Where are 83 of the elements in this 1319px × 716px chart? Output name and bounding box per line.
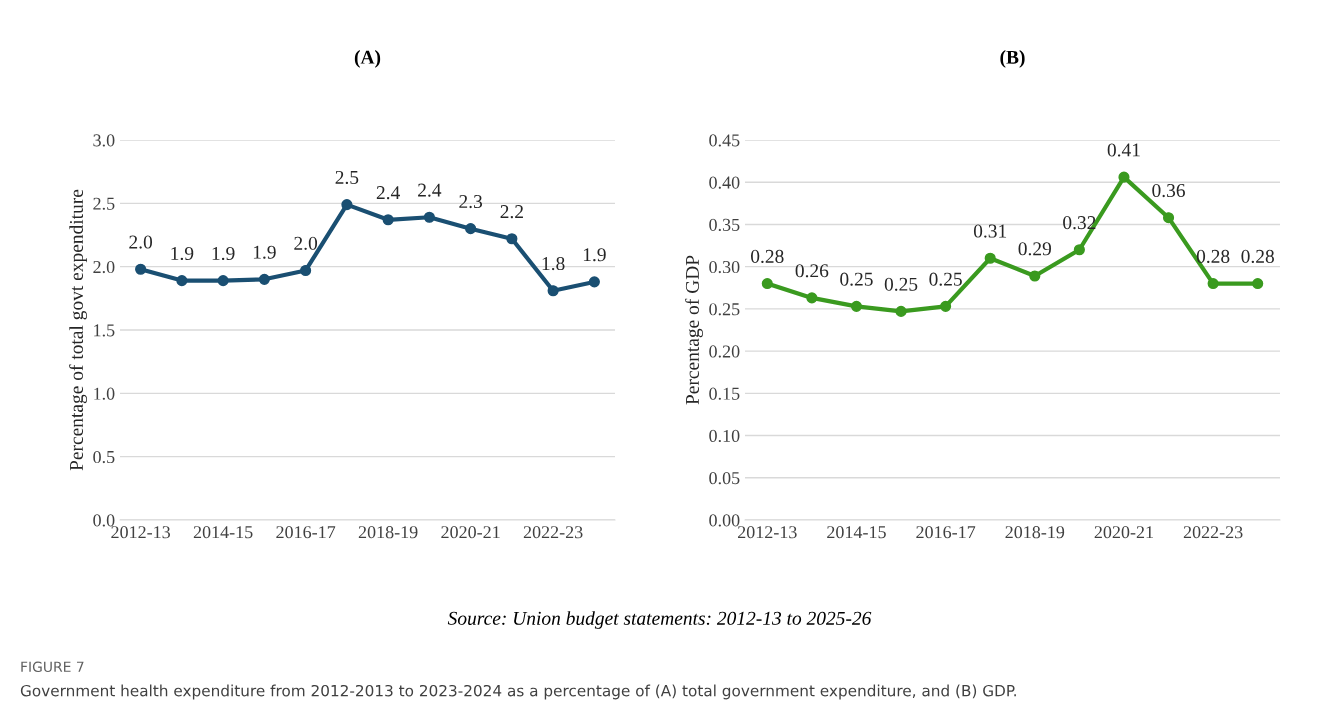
x-tick-label: 2012-13 bbox=[738, 526, 797, 539]
y-tick-label: 0.15 bbox=[709, 387, 740, 400]
x-tick-label: 2018-19 bbox=[358, 526, 418, 539]
data-label: 0.28 bbox=[1196, 249, 1230, 264]
data-label: 0.41 bbox=[1107, 143, 1140, 157]
chart-title: (A) bbox=[354, 50, 381, 68]
y-tick-label: 0.30 bbox=[709, 260, 740, 274]
data-label: 0.36 bbox=[1152, 183, 1185, 198]
point bbox=[465, 223, 477, 235]
y-tick-label: 0.05 bbox=[709, 472, 740, 485]
point bbox=[984, 252, 996, 264]
y-tick-label: 1.5 bbox=[94, 324, 115, 337]
x-tick-label: 2014-15 bbox=[827, 526, 886, 539]
point bbox=[176, 275, 188, 287]
data-label: 2.0 bbox=[294, 236, 318, 250]
point bbox=[850, 300, 863, 312]
x-tick-label: 2014-15 bbox=[193, 526, 253, 539]
x-tick-label: 2018-19 bbox=[1005, 526, 1065, 539]
data-label: 2.4 bbox=[418, 183, 442, 197]
x-tick-label: 2022-23 bbox=[1183, 526, 1243, 539]
data-label: 0.26 bbox=[795, 264, 829, 278]
y-tick-label: 2.0 bbox=[93, 260, 115, 274]
y-tick-label: 0.35 bbox=[709, 218, 740, 231]
point bbox=[258, 273, 270, 285]
point bbox=[1073, 244, 1085, 256]
point bbox=[217, 275, 229, 287]
point bbox=[300, 264, 312, 277]
y-axis-title: Percentage of total govt expenditure bbox=[69, 189, 88, 471]
point bbox=[895, 305, 907, 317]
text: Government health expenditure from 2012-2013 to 2023-2024 as a percentage of (A) total government expenditure, and (B) GDP. bbox=[20, 684, 1016, 700]
point bbox=[1252, 277, 1264, 290]
data-label: 0.29 bbox=[1018, 242, 1052, 256]
y-tick-label: 2.5 bbox=[93, 197, 115, 210]
x-tick-label: 2016-17 bbox=[916, 526, 976, 539]
data-label: 0.28 bbox=[751, 249, 784, 264]
x-tick-label: 2012-13 bbox=[111, 526, 171, 539]
point bbox=[806, 292, 818, 304]
x-tick-label: 2020-21 bbox=[1094, 526, 1153, 539]
y-tick-label: 0.20 bbox=[709, 345, 740, 358]
point bbox=[1162, 212, 1175, 224]
point bbox=[1029, 270, 1041, 282]
y-tick-label: 0.45 bbox=[709, 134, 740, 147]
data-label: 2.2 bbox=[500, 205, 523, 219]
data-label: 1.9 bbox=[253, 245, 276, 259]
point bbox=[135, 263, 147, 275]
chart-title: (B) bbox=[1000, 50, 1025, 68]
y-tick-label: 1.0 bbox=[94, 387, 115, 400]
point bbox=[761, 277, 773, 290]
caption: FIGURE 7 bbox=[21, 661, 84, 673]
data-label: 0.25 bbox=[929, 272, 962, 286]
data-label: 1.9 bbox=[171, 246, 194, 261]
source-note: Source: Union budget statements: 2012-13 to 2025-26 bbox=[447, 611, 872, 629]
data-label: 0.25 bbox=[840, 272, 873, 286]
data-label: 0.28 bbox=[1241, 249, 1274, 264]
point bbox=[382, 214, 394, 226]
data-label: 1.8 bbox=[542, 257, 565, 271]
y-tick-label: 0.40 bbox=[709, 176, 740, 189]
data-label: 0.31 bbox=[973, 224, 1007, 238]
data-label: 2.3 bbox=[459, 194, 483, 209]
point bbox=[1118, 171, 1130, 183]
point bbox=[588, 276, 600, 288]
data-label: 2.0 bbox=[129, 235, 153, 249]
data-label: 1.9 bbox=[212, 246, 235, 261]
y-axis-title: Percentage of GDP bbox=[685, 255, 703, 405]
data-label: 0.25 bbox=[884, 277, 918, 291]
data-label: 2.5 bbox=[335, 170, 359, 185]
point bbox=[506, 233, 518, 245]
x-tick-label: 2022-23 bbox=[523, 526, 583, 539]
point bbox=[1207, 277, 1219, 290]
y-tick-label: 0.0 bbox=[93, 514, 115, 527]
y-tick-label: 0.5 bbox=[93, 450, 115, 464]
y-tick-label: 0.10 bbox=[709, 429, 740, 443]
point bbox=[547, 285, 559, 297]
y-tick-label: 3.0 bbox=[93, 134, 115, 147]
x-tick-label: 2020-21 bbox=[441, 526, 500, 539]
point bbox=[341, 199, 353, 211]
x-tick-label: 2016-17 bbox=[276, 526, 336, 539]
data-label: 2.4 bbox=[376, 186, 400, 200]
point bbox=[940, 300, 952, 312]
y-tick-label: 0.00 bbox=[709, 514, 740, 527]
y-tick-label: 0.25 bbox=[709, 303, 740, 316]
data-label: 1.9 bbox=[583, 248, 606, 262]
point bbox=[423, 211, 435, 223]
